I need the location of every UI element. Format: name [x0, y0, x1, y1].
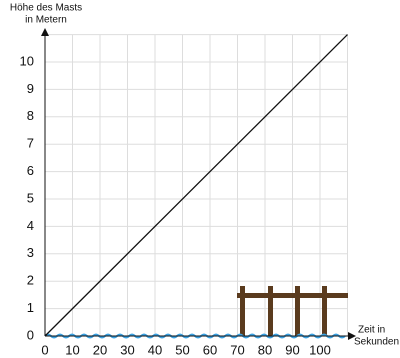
x-tick-label: 0: [41, 342, 48, 357]
y-tick-label: 5: [27, 190, 34, 205]
x-tick-label: 90: [285, 342, 299, 357]
y-tick-label: 0: [27, 327, 34, 342]
y-label: in Metern: [25, 15, 67, 26]
y-tick-label: 6: [27, 163, 34, 178]
chart: Höhe des Masts in Metern Zeit in Sekunde…: [0, 0, 400, 358]
y-tick-label: 7: [27, 136, 34, 151]
y-tick-label: 8: [27, 108, 34, 123]
x-tick-label: 40: [148, 342, 162, 357]
x-tick-label: 10: [65, 342, 79, 357]
x-label: Sekunden: [354, 337, 399, 348]
line: [45, 35, 348, 336]
y-tick-label: 4: [27, 218, 34, 233]
y-tick-label: 10: [20, 53, 34, 68]
x-tick-label: 80: [258, 342, 272, 357]
x-tick-label: 20: [93, 342, 107, 357]
x-tick-label: 60: [203, 342, 217, 357]
y-label: Höhe des Masts: [10, 3, 82, 14]
x-tick-label: 100: [309, 342, 331, 357]
y-tick-label: 3: [27, 245, 34, 260]
y-tick-label: 9: [27, 81, 34, 96]
x-label: Zeit in: [358, 325, 385, 336]
x-tick-label: 30: [120, 342, 134, 357]
x-tick-label: 70: [230, 342, 244, 357]
y-tick-label: 1: [27, 300, 34, 315]
y-tick-label: 2: [27, 273, 34, 288]
y-arrow: [41, 28, 49, 36]
x-tick-label: 50: [175, 342, 189, 357]
fence-rail: [237, 293, 348, 298]
